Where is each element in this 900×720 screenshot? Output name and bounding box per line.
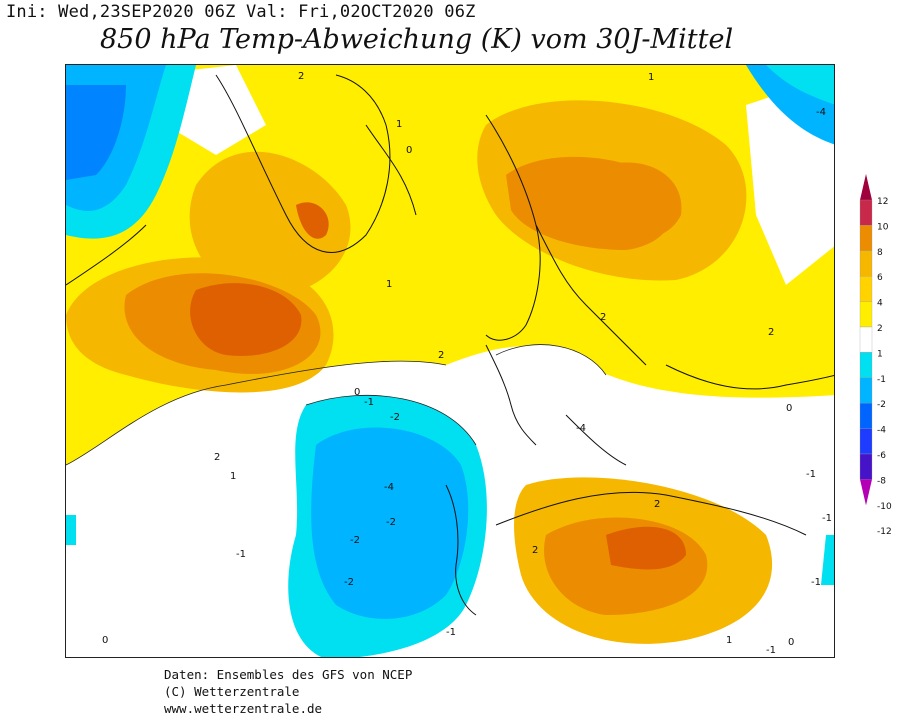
svg-text:-4: -4	[816, 107, 826, 118]
colorbar-tick-label: -10	[877, 502, 892, 512]
svg-text:-2: -2	[390, 412, 400, 423]
credits: Daten: Ensembles des GFS von NCEP (C) We…	[164, 666, 412, 717]
svg-text:2: 2	[214, 452, 220, 463]
contour-labels: 2 1 0 -2 1 2 2 1 -1 -2 -4 -2 -2 0 2 -1 0…	[102, 71, 832, 656]
svg-text:0: 0	[786, 403, 792, 414]
colorbar-tick-label: -1	[877, 375, 886, 385]
positive-anomaly-atlantic-max	[190, 283, 302, 356]
svg-text:0: 0	[788, 637, 794, 648]
svg-text:2: 2	[532, 545, 538, 556]
colorbar-tick-label: -8	[877, 476, 886, 486]
colorbar-tick-label: 4	[877, 299, 883, 309]
svg-text:1: 1	[386, 279, 392, 290]
svg-text:-1: -1	[822, 513, 832, 524]
colorbar-arrow-bottom	[860, 479, 872, 506]
colorbar-tick-label: 2	[877, 324, 883, 334]
credit-website: www.wetterzentrale.de	[164, 701, 323, 716]
svg-text:-1: -1	[236, 549, 246, 560]
svg-text:0: 0	[406, 145, 412, 156]
credit-copyright: (C) Wetterzentrale	[164, 684, 300, 699]
positive-anomaly-greenland-max	[296, 202, 329, 239]
chart-title: 850 hPa Temp-Abweichung (K) vom 30J-Mitt…	[100, 24, 734, 55]
positive-anomaly-greenland	[189, 151, 351, 297]
svg-text:0: 0	[102, 635, 108, 646]
run-info: Ini: Wed,23SEP2020 06Z Val: Fri,02OCT202…	[6, 2, 476, 22]
colorbar-swatch	[859, 453, 873, 480]
colorbar-swatch	[859, 326, 873, 353]
colorbar-swatch	[859, 250, 873, 277]
svg-text:-1: -1	[364, 397, 374, 408]
colorbar-tick-label: -2	[877, 400, 886, 410]
colorbar-tick-label: 1	[877, 349, 883, 359]
map-canvas: 2 1 0 -2 1 2 2 1 -1 -2 -4 -2 -2 0 2 -1 0…	[66, 65, 834, 657]
svg-text:-1: -1	[806, 469, 816, 480]
colorbar-tick-label: -12	[877, 527, 892, 537]
colorbar-tick-label: 12	[877, 197, 888, 207]
colorbar-swatch	[859, 403, 873, 429]
svg-text:1: 1	[230, 471, 236, 482]
svg-text:-2: -2	[344, 577, 354, 588]
svg-text:1: 1	[648, 72, 654, 83]
svg-text:2: 2	[768, 327, 774, 338]
svg-text:2: 2	[600, 312, 606, 323]
svg-text:2: 2	[438, 350, 444, 361]
svg-text:2: 2	[654, 499, 660, 510]
colorbar-tick-label: 6	[877, 273, 883, 283]
svg-text:1: 1	[396, 119, 402, 130]
colorbar-tick-label: 10	[877, 222, 889, 232]
svg-text:-1: -1	[811, 577, 821, 588]
colorbar-swatch	[859, 352, 873, 378]
colorbar-swatch	[859, 301, 873, 328]
svg-text:0: 0	[354, 387, 360, 398]
colorbar-swatch	[859, 276, 873, 302]
svg-text:-4: -4	[576, 423, 586, 434]
neutral-region-europe	[493, 344, 607, 450]
colorbar-arrow-top	[860, 174, 872, 200]
svg-text:-4: -4	[384, 482, 394, 493]
colorbar-tick-label: -6	[877, 451, 886, 461]
svg-text:2: 2	[298, 71, 304, 82]
anomaly-map: 2 1 0 -2 1 2 2 1 -1 -2 -4 -2 -2 0 2 -1 0…	[65, 64, 835, 658]
colorbar-swatch	[859, 377, 873, 404]
svg-text:-1: -1	[446, 627, 456, 638]
colorbar-swatch	[859, 225, 873, 251]
colorbar-swatch	[859, 428, 873, 455]
credit-data-source: Daten: Ensembles des GFS von NCEP	[164, 667, 413, 682]
svg-text:-2: -2	[350, 535, 360, 546]
coastlines	[66, 74, 834, 616]
colorbar-tick-label: 8	[877, 248, 883, 258]
svg-text:1: 1	[726, 635, 732, 646]
colorbar-swatch	[859, 199, 873, 226]
colorbar-svg: 12 10 8 6 4 2 1 -1 -2 -4 -6 -8 -10 -12	[859, 174, 892, 537]
svg-text:-1: -1	[766, 645, 776, 656]
colorbar-tick-label: -4	[877, 426, 886, 436]
svg-text:-2: -2	[386, 517, 396, 528]
zero-contours	[66, 344, 607, 466]
colorbar: 12 10 8 6 4 2 1 -1 -2 -4 -6 -8 -10 -12	[858, 172, 898, 552]
